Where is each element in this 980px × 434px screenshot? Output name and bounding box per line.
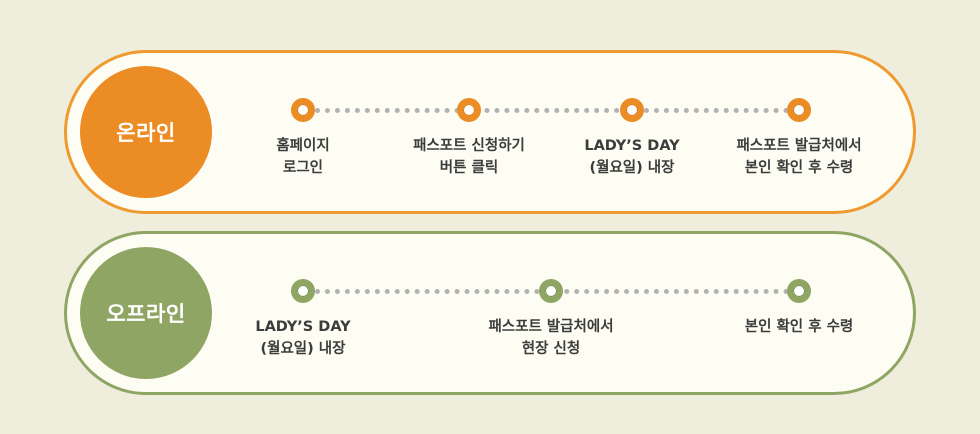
online-step-2-label: 패스포트 신청하기 버튼 클릭 [413, 138, 525, 176]
online-step-1-marker [291, 98, 315, 122]
online-step-3-label: LADY’S DAY (월요일) 내장 [584, 138, 680, 176]
online-step-3-marker [620, 98, 644, 122]
offline-badge: 오프라인 [80, 247, 212, 379]
online-process-panel: 온라인 홈페이지 로그인 패스포트 신청하기 버튼 클릭 LADY’S DAY (월요… [64, 50, 916, 214]
online-badge: 온라인 [80, 66, 212, 198]
offline-step-3-label: 본인 확인 후 수령 [744, 319, 854, 335]
offline-step-1-label: LADY’S DAY (월요일) 내장 [255, 319, 351, 357]
offline-step-2-marker [539, 279, 563, 303]
offline-step-1-marker [291, 279, 315, 303]
online-step-4-marker [787, 98, 811, 122]
online-connector-line [315, 108, 799, 113]
offline-process-panel: 오프라인 LADY’S DAY (월요일) 내장 패스포트 발급처에서 현장 신청 … [64, 231, 916, 395]
offline-step-2-label: 패스포트 발급처에서 현장 신청 [488, 319, 614, 357]
online-step-1-label: 홈페이지 로그인 [276, 138, 330, 176]
online-step-4-label: 패스포트 발급처에서 본인 확인 후 수령 [736, 138, 862, 176]
offline-step-3-marker [787, 279, 811, 303]
online-step-2-marker [457, 98, 481, 122]
